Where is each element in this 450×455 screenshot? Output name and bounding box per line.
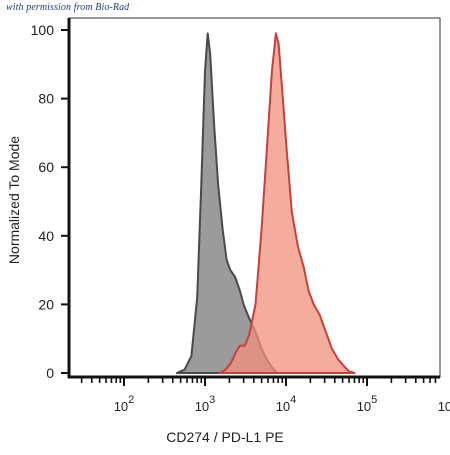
watermark-text: with permission from Bio-Rad [6,2,130,13]
histogram-series-2 [218,32,356,374]
y-tick-label: 40 [38,228,54,244]
y-tick-label: 60 [38,159,54,175]
x-axis-label: CD274 / PD-L1 PE [166,429,284,445]
x-tick-label: 106 [438,394,450,414]
x-tick-label: 104 [276,394,297,414]
y-tick-label: 0 [46,365,54,381]
y-tick-label: 100 [31,22,55,38]
y-axis-label: Normalized To Mode [6,135,22,265]
y-tick-label: 20 [38,296,54,312]
y-tick-label: 80 [38,91,54,107]
x-tick-label: 102 [114,394,135,414]
x-tick-label: 105 [357,394,378,414]
x-tick-label: 103 [195,394,216,414]
